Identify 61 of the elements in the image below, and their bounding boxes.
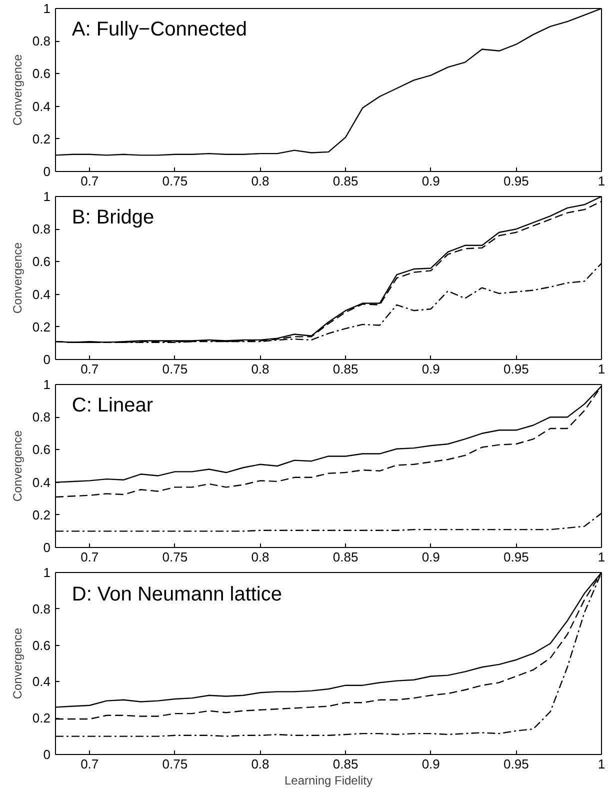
x-tick-label: 0.7 (80, 174, 99, 188)
x-tick-label: 0.95 (504, 174, 529, 188)
x-tick-label: 0.8 (251, 550, 270, 564)
y-tick-label: 0.2 (32, 131, 51, 146)
x-tick-label: 0.9 (422, 362, 440, 376)
x-tick-label: 0.75 (162, 174, 188, 188)
x-tick-label: 0.95 (504, 756, 529, 772)
y-axis-title: Convergence (10, 430, 24, 502)
y-axis-title: Convergence (10, 242, 24, 314)
x-tick-label: 0.8 (251, 756, 270, 772)
x-tick-label: 0.8 (251, 362, 270, 376)
text: D: Von Neumann lattice (72, 583, 282, 606)
y-tick-label: 0.6 (32, 254, 51, 270)
x-axis-title: Learning Fidelity (284, 774, 373, 788)
x-tick-label: 0.8 (251, 174, 270, 188)
y-tick-label: 0.8 (32, 222, 51, 237)
x-tick-label: 1 (598, 362, 606, 376)
y-tick-label: 1 (43, 189, 51, 204)
y-tick-label: 1 (43, 565, 51, 580)
y-tick-label: 0.8 (32, 34, 51, 49)
y-tick-label: 0.6 (32, 638, 51, 653)
x-tick-label: 1 (598, 174, 606, 188)
x-tick-label: 0.75 (162, 756, 188, 772)
x-tick-label: 0.85 (332, 756, 358, 772)
y-tick-label: 0 (43, 747, 51, 762)
y-tick-label: 0.4 (32, 286, 51, 302)
x-tick-label: 1 (598, 756, 606, 772)
y-axis-title: Convergence (10, 627, 24, 700)
text: A: Fully−Connected (72, 18, 247, 40)
x-tick-label: 0.7 (80, 756, 99, 772)
x-tick-label: 0.85 (332, 362, 358, 376)
x-tick-label: 0.75 (162, 362, 188, 376)
y-tick-label: 1 (43, 377, 51, 392)
x-tick-label: 0.85 (332, 174, 358, 188)
text: C: Linear (72, 394, 154, 416)
x-tick-label: 0.9 (422, 756, 440, 772)
x-tick-label: 0.85 (332, 550, 358, 564)
text: B: Bridge (72, 206, 154, 228)
y-tick-label: 0.6 (32, 442, 51, 458)
y-tick-label: 0.8 (32, 601, 51, 616)
x-tick-label: 0.95 (504, 362, 529, 376)
x-tick-label: 0.95 (504, 550, 529, 564)
y-tick-label: 0.2 (32, 710, 51, 726)
y-tick-label: 0.8 (32, 410, 51, 425)
y-tick-label: 0.2 (32, 319, 51, 334)
x-tick-label: 0.7 (80, 362, 99, 376)
y-tick-label: 0.4 (32, 474, 51, 490)
y-tick-label: 0 (43, 540, 51, 555)
x-tick-label: 0.9 (422, 550, 440, 564)
y-tick-label: 0.4 (32, 98, 51, 114)
x-tick-label: 1 (598, 550, 606, 564)
y-tick-label: 0 (43, 164, 51, 179)
y-tick-label: 1 (43, 1, 51, 16)
y-axis-title: Convergence (10, 54, 24, 126)
x-tick-label: 0.7 (80, 550, 99, 564)
y-tick-label: 0.6 (32, 66, 51, 82)
y-tick-label: 0 (43, 352, 51, 367)
y-tick-label: 0.4 (32, 674, 51, 690)
x-tick-label: 0.75 (162, 550, 188, 564)
y-tick-label: 0.2 (32, 507, 51, 522)
x-tick-label: 0.9 (422, 174, 440, 188)
